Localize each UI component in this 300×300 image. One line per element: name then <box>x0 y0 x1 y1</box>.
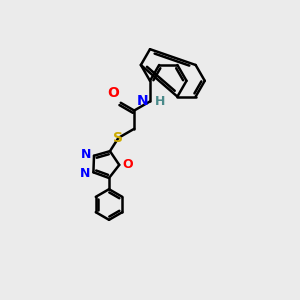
Text: S: S <box>113 131 123 145</box>
Text: O: O <box>107 86 119 100</box>
Text: N: N <box>81 148 91 161</box>
Text: N: N <box>80 167 91 180</box>
Text: O: O <box>123 158 134 171</box>
Text: N: N <box>137 94 148 108</box>
Text: H: H <box>155 95 166 108</box>
